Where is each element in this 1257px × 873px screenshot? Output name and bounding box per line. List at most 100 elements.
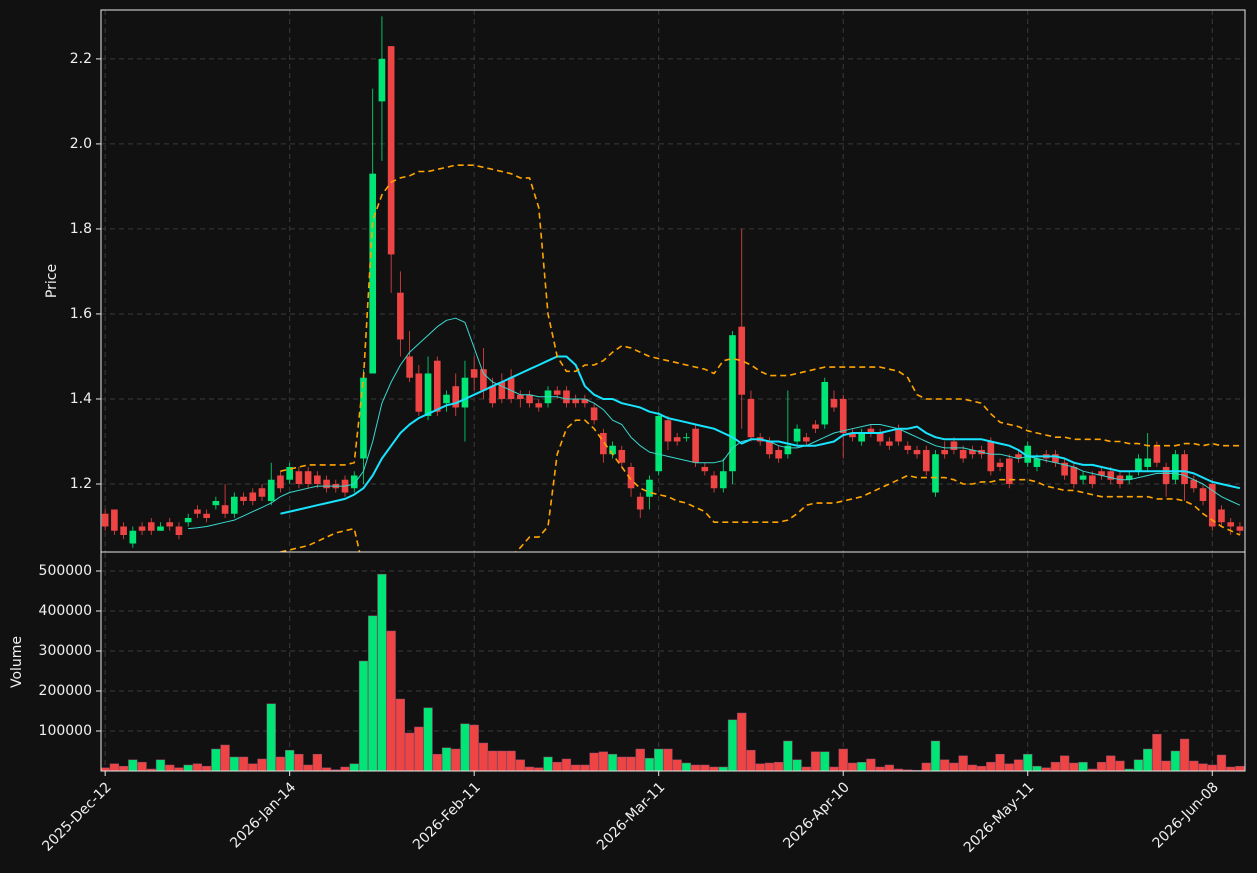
volume-bar [690, 764, 701, 771]
candle-body [194, 509, 201, 514]
candle-body [1015, 454, 1022, 459]
candle-body [212, 500, 220, 506]
candle-body [1199, 488, 1207, 501]
volume-axis-label: Volume [9, 636, 25, 688]
candle-body [1098, 471, 1105, 476]
candle-body [590, 407, 598, 421]
volume-bar [561, 758, 572, 771]
candle-body [203, 513, 210, 518]
volume-bar [718, 766, 728, 771]
volume-bar [395, 698, 406, 771]
volume-bar [1133, 759, 1144, 771]
volume-bar [432, 753, 442, 771]
overlay-line [280, 164, 1240, 472]
volume-bar [746, 749, 756, 771]
candle-body [369, 173, 377, 374]
volume-bar [524, 766, 535, 771]
candle-body [1236, 526, 1244, 531]
candle-body [452, 386, 460, 408]
volume-bar [737, 712, 747, 771]
candle-body [895, 428, 902, 442]
y-tick-label: 1.2 [70, 476, 92, 492]
candle-body [784, 445, 792, 455]
candle-body [969, 449, 976, 455]
candle-body [1172, 454, 1179, 480]
volume-bar [515, 759, 525, 771]
volume-bar [248, 763, 258, 771]
candle-body [1153, 445, 1161, 463]
candle-body [397, 292, 404, 340]
candle-body [858, 432, 865, 442]
candle-body [498, 381, 506, 399]
candle-body [636, 496, 644, 510]
candle-body [175, 526, 183, 535]
volume-bar [469, 724, 479, 771]
volume-bar [1096, 761, 1107, 771]
volume-bar [1013, 759, 1024, 771]
volume-bar [598, 751, 608, 771]
volume-bar [137, 761, 147, 771]
overlay-line [280, 419, 1241, 552]
candle-body [433, 360, 441, 412]
candle-body [563, 390, 570, 404]
candle-body [673, 437, 681, 442]
candle-body [443, 394, 450, 404]
volume-bar [441, 747, 452, 771]
volume-bar [294, 753, 304, 771]
candle-body [1024, 445, 1032, 463]
volume-bar [155, 759, 166, 771]
volume-bar [1143, 748, 1153, 771]
candle-body [655, 415, 663, 472]
volume-bar [958, 755, 968, 771]
volume-bar [377, 573, 387, 771]
volume-bar [1152, 733, 1162, 771]
candle-body [489, 386, 496, 404]
candle-body [692, 428, 699, 463]
volume-bar [423, 707, 433, 771]
volume-bar [875, 766, 885, 771]
candle-body [314, 475, 321, 484]
candle-body [729, 335, 736, 472]
candle-body [249, 492, 257, 501]
candle-body [996, 462, 1004, 467]
candle-body [766, 441, 773, 455]
volume-bar [783, 740, 793, 771]
volume-bar [118, 765, 129, 771]
volume-bar [229, 756, 239, 771]
volume-bar [285, 749, 295, 771]
volume-bar [275, 756, 286, 771]
volume-bar [349, 763, 359, 771]
volume-bar [1087, 768, 1097, 771]
candle-body [387, 46, 395, 255]
candle-body [406, 356, 413, 378]
y-tick-label: 1.6 [70, 306, 92, 322]
volume-bar [838, 748, 848, 771]
candle-body [932, 454, 939, 493]
candle-body [535, 403, 543, 408]
candle-body [1135, 458, 1142, 472]
volume-bar [303, 764, 313, 771]
x-tick-label: 2026-Mar-11 [594, 779, 668, 853]
candle-body [1227, 522, 1235, 527]
candle-body [922, 449, 930, 472]
candle-body [1144, 458, 1151, 467]
volume-panel [101, 573, 1245, 771]
candle-body [1052, 454, 1059, 463]
volume-bar [940, 759, 950, 771]
volume-bar [552, 761, 562, 771]
volume-bar [1198, 763, 1208, 771]
candle-body [360, 377, 367, 459]
volume-bar [146, 768, 156, 771]
volume-bar [192, 763, 203, 771]
volume-bar [1004, 763, 1014, 771]
volume-bar [220, 744, 230, 771]
volume-bar [543, 756, 553, 771]
candle-body [867, 428, 875, 433]
volume-bar [764, 762, 775, 771]
candle-body [664, 420, 672, 442]
candle-body [738, 326, 746, 395]
x-tick-label: 2026-Apr-10 [780, 779, 853, 852]
volume-bar [626, 756, 636, 771]
volume-bar [1106, 755, 1116, 771]
candle-body [470, 369, 478, 378]
